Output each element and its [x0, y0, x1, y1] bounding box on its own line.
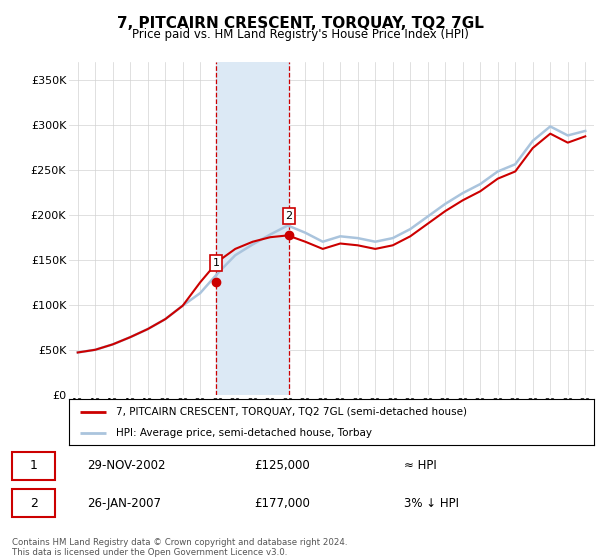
- Text: ≈ HPI: ≈ HPI: [404, 459, 436, 473]
- Text: £177,000: £177,000: [254, 497, 310, 510]
- Text: 7, PITCAIRN CRESCENT, TORQUAY, TQ2 7GL (semi-detached house): 7, PITCAIRN CRESCENT, TORQUAY, TQ2 7GL (…: [116, 407, 467, 417]
- FancyBboxPatch shape: [12, 489, 55, 517]
- Text: Contains HM Land Registry data © Crown copyright and database right 2024.
This d: Contains HM Land Registry data © Crown c…: [12, 538, 347, 557]
- Text: 2: 2: [286, 211, 293, 221]
- Text: 7, PITCAIRN CRESCENT, TORQUAY, TQ2 7GL: 7, PITCAIRN CRESCENT, TORQUAY, TQ2 7GL: [116, 16, 484, 31]
- Text: Price paid vs. HM Land Registry's House Price Index (HPI): Price paid vs. HM Land Registry's House …: [131, 28, 469, 41]
- Text: 1: 1: [212, 258, 220, 268]
- Bar: [216, 62, 289, 395]
- Text: 2: 2: [29, 497, 38, 510]
- Text: £125,000: £125,000: [254, 459, 310, 473]
- Text: 29-NOV-2002: 29-NOV-2002: [87, 459, 166, 473]
- Text: 3% ↓ HPI: 3% ↓ HPI: [404, 497, 458, 510]
- FancyBboxPatch shape: [12, 452, 55, 480]
- Text: 1: 1: [29, 459, 38, 473]
- Text: 26-JAN-2007: 26-JAN-2007: [87, 497, 161, 510]
- Text: HPI: Average price, semi-detached house, Torbay: HPI: Average price, semi-detached house,…: [116, 428, 372, 438]
